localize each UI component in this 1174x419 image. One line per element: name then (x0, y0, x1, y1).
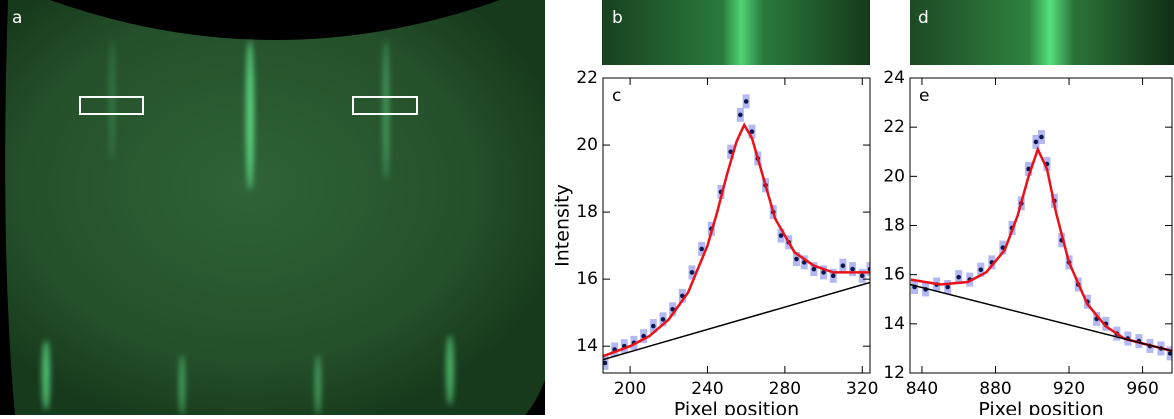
data-point (1039, 134, 1044, 140)
data-point (840, 263, 846, 269)
panel-d-image (910, 0, 1174, 65)
data-point (867, 266, 870, 272)
y-tick-label: 14 (576, 336, 598, 356)
data-point (738, 112, 743, 118)
data-point (811, 266, 817, 272)
y-tick-label: 18 (576, 202, 598, 222)
data-point (1033, 139, 1039, 145)
plot-content (603, 94, 870, 370)
data-point (778, 233, 784, 238)
fit-line (603, 122, 870, 358)
data-point (689, 270, 695, 275)
y-axis-label: Intensity (552, 184, 574, 267)
plot-content (910, 130, 1172, 361)
x-axis-label: Pixel position (978, 399, 1103, 416)
panel-label: d (918, 8, 929, 28)
data-point (821, 270, 826, 275)
x-tick-label: 880 (979, 379, 1011, 399)
data-point (978, 267, 984, 273)
data-point (651, 323, 656, 329)
y-tick-label: 24 (883, 68, 905, 88)
panel-label: a (12, 8, 22, 28)
data-point (743, 99, 749, 104)
x-tick-label: 240 (691, 379, 723, 399)
y-tick-label: 22 (883, 117, 905, 137)
y-tick-label: 14 (883, 314, 905, 334)
data-point (850, 266, 855, 272)
data-point (728, 149, 733, 155)
data-point (660, 317, 666, 322)
panel-label: c (612, 86, 621, 106)
x-axis-label: Pixel position (674, 399, 799, 416)
fit-line (910, 145, 1172, 353)
data-point (1167, 351, 1172, 356)
y-tick-label: 16 (576, 269, 598, 289)
baseline (603, 281, 870, 361)
panel-label: e (919, 86, 929, 106)
y-tick-label: 16 (883, 265, 905, 285)
x-tick-label: 320 (846, 379, 878, 399)
data-point (603, 360, 608, 366)
panel-a-image (0, 0, 545, 415)
plot-area (910, 78, 1172, 373)
plot-frame (602, 77, 871, 374)
y-tick-label: 22 (576, 68, 598, 88)
baseline (910, 283, 1172, 352)
y-tick-label: 12 (883, 363, 905, 383)
data-point (830, 273, 836, 279)
data-point (859, 273, 865, 279)
x-tick-label: 960 (1126, 379, 1158, 399)
data-point (794, 256, 799, 262)
x-tick-label: 920 (1053, 379, 1085, 399)
x-tick-label: 200 (614, 379, 646, 399)
data-point (945, 284, 950, 290)
plot-area (603, 78, 870, 373)
y-tick-label: 18 (883, 216, 905, 236)
x-tick-label: 280 (769, 379, 801, 399)
panel-b-image (602, 0, 870, 65)
data-point (749, 129, 755, 134)
data-point (699, 246, 704, 252)
panel-label: b (612, 8, 623, 28)
x-tick-label: 840 (906, 379, 938, 399)
data-point (956, 274, 962, 280)
y-tick-label: 20 (883, 166, 905, 186)
y-tick-label: 20 (576, 135, 598, 155)
